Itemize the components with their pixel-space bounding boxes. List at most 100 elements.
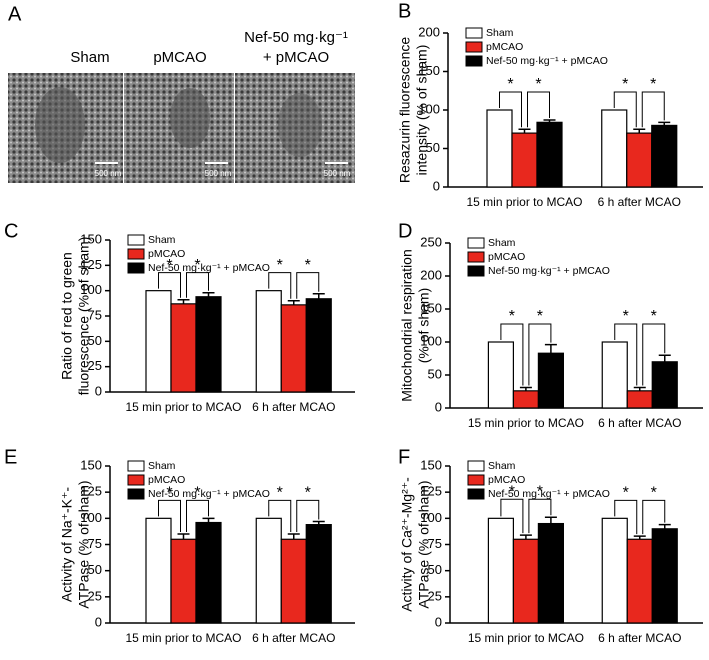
bar [601,109,628,188]
significance-bracket [499,91,522,128]
legend-swatch [127,488,145,500]
legend-swatch [467,265,485,277]
legend-label: Sham [488,237,516,249]
legend-label: Nef-50 mg·kg⁻¹ + pMCAO [488,265,610,277]
x-tick-label: 6 h after MCAO [252,400,335,414]
bar [280,304,307,393]
error-bar [287,533,300,540]
y-tick-label: 100 [80,282,102,297]
y-axis-label: Activity of Ca²⁺-Mg²⁺- [399,477,415,612]
legend-label: pMCAO [488,251,525,263]
scale-bar-label: 500 nm [95,169,122,178]
error-bar [658,121,671,126]
legend-swatch [467,237,485,249]
mitochondrion [35,87,85,163]
y-axis-label: ATPase (% of sham) [416,480,432,608]
significance-star: * [277,485,283,502]
significance-bracket [500,498,524,534]
x-tick-label: 15 min prior to MCAO [468,416,584,430]
error-bar [519,386,532,391]
y-tick-label: 0 [435,399,442,414]
x-tick-label: 6 h after MCAO [598,416,681,430]
y-tick-label: 200 [420,267,442,282]
y-axis-label: Mitochondrial respiration [399,249,415,402]
legend-swatch [467,474,485,486]
significance-star: * [509,308,515,325]
y-tick-label: 150 [420,300,442,315]
y-axis-label: intensity (% of sham) [414,45,430,176]
bar [601,517,628,624]
y-tick-label: 100 [80,510,102,525]
image-label: Sham [70,49,109,66]
significance-bracket [641,91,665,128]
y-tick-label: 100 [420,333,442,348]
y-axis-label: ATPase (% of sham) [76,480,92,608]
legend-label: pMCAO [488,474,525,486]
y-tick-label: 100 [420,510,442,525]
y-tick-label: 125 [80,484,102,499]
image-label: pMCAO [153,49,206,66]
bar [511,132,538,188]
mitochondrion [170,88,210,148]
y-tick-label: 75 [88,307,102,322]
y-tick-label: 50 [88,562,102,577]
x-tick-label: 6 h after MCAO [598,195,681,209]
significance-bracket [268,272,292,299]
significance-bracket [186,499,209,533]
image-label: Nef-50 mg·kg⁻¹ [244,29,348,46]
bar [145,290,172,393]
significance-bracket [642,323,666,386]
bar [537,352,565,409]
y-tick-label: 200 [418,24,440,39]
image-label: + pMCAO [263,49,329,66]
y-tick-label: 50 [426,140,440,155]
significance-star: * [535,76,541,93]
significance-star: * [277,257,283,274]
x-tick-label: 15 min prior to MCAO [125,631,241,645]
significance-bracket [158,499,181,533]
significance-bracket [527,91,550,128]
y-tick-label: 75 [88,536,102,551]
legend-swatch [467,251,485,263]
y-tick-label: 50 [428,562,442,577]
y-tick-label: 150 [420,457,442,472]
bar [487,517,514,624]
y-tick-label: 25 [88,588,102,603]
y-tick-label: 50 [428,366,442,381]
significance-bracket [528,323,552,386]
bar [651,124,678,188]
legend-label: Sham [148,460,176,472]
y-axis-label: Resazurin fluorescence [397,37,413,184]
y-tick-label: 0 [435,614,442,629]
significance-bracket [642,499,666,535]
legend-label: Nef-50 mg·kg⁻¹ + pMCAO [148,262,270,274]
y-tick-label: 250 [420,234,442,249]
error-bar [543,119,556,123]
x-tick-label: 15 min prior to MCAO [468,631,584,645]
legend-label: pMCAO [148,248,185,260]
significance-bracket [614,323,638,386]
bar [651,361,678,409]
y-tick-label: 25 [428,588,442,603]
legend-swatch [467,488,485,500]
bar [486,109,513,188]
significance-star: * [166,257,172,274]
legend-swatch [127,460,145,472]
significance-star: * [651,485,657,502]
error-bar [544,343,557,354]
panel-label: D [398,220,412,242]
x-tick-label: 15 min prior to MCAO [466,195,582,209]
bar [626,390,653,409]
bar [651,528,678,624]
legend-label: pMCAO [486,41,523,53]
legend-label: Nef-50 mg·kg⁻¹ + pMCAO [148,488,270,500]
legend-swatch [467,460,485,472]
y-tick-label: 50 [88,333,102,348]
y-tick-label: 0 [433,178,440,193]
significance-bracket [186,272,209,298]
bar [280,538,307,624]
y-tick-label: 100 [418,101,440,116]
panel-label: A [8,3,22,25]
